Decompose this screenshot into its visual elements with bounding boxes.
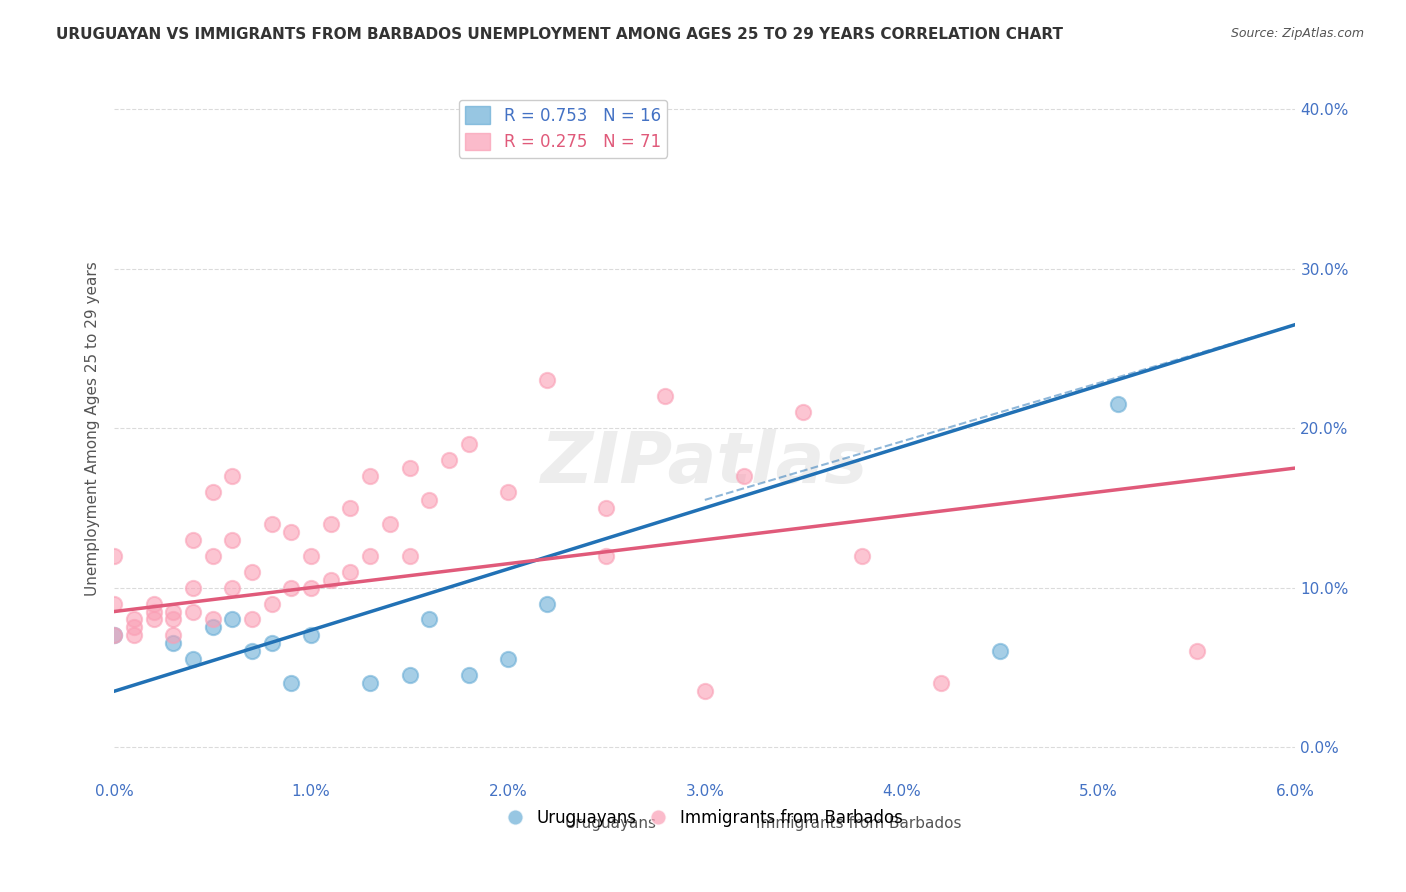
Point (1185, 644, 1208, 658)
Point (280, 581, 302, 595)
Point (595, 549, 617, 563)
Text: Uruguayans: Uruguayans (564, 816, 657, 831)
Legend: Uruguayans, Immigrants from Barbados: Uruguayans, Immigrants from Barbados (501, 803, 910, 834)
Text: ZIPatlas: ZIPatlas (541, 429, 869, 498)
Text: Source: ZipAtlas.com: Source: ZipAtlas.com (1230, 27, 1364, 40)
Point (339, 500, 361, 515)
Point (221, 469, 243, 483)
Point (693, 684, 716, 698)
Point (496, 485, 519, 500)
Point (103, 597, 125, 611)
Point (733, 469, 755, 483)
Point (181, 533, 204, 547)
Point (260, 516, 283, 531)
Point (398, 668, 420, 682)
Point (398, 461, 420, 475)
Point (221, 612, 243, 626)
Point (654, 389, 676, 403)
Point (260, 636, 283, 650)
Point (201, 612, 224, 626)
Point (319, 516, 342, 531)
Point (595, 500, 617, 515)
Point (792, 405, 814, 419)
Point (418, 612, 440, 626)
Point (240, 644, 263, 658)
Point (418, 492, 440, 507)
Point (299, 581, 322, 595)
Point (181, 605, 204, 619)
Point (319, 573, 342, 587)
Point (536, 373, 558, 387)
Point (103, 549, 125, 563)
Point (201, 620, 224, 634)
Point (299, 628, 322, 642)
Point (181, 581, 204, 595)
Point (201, 485, 224, 500)
Point (929, 676, 952, 690)
Point (103, 628, 125, 642)
Point (457, 437, 479, 451)
Point (457, 668, 479, 682)
Point (496, 652, 519, 666)
Point (378, 516, 401, 531)
Point (103, 628, 125, 642)
Point (201, 549, 224, 563)
Point (240, 565, 263, 579)
Text: Immigrants from Barbados: Immigrants from Barbados (755, 816, 962, 831)
Point (122, 620, 145, 634)
Point (122, 628, 145, 642)
Point (339, 565, 361, 579)
Point (398, 549, 420, 563)
Point (536, 597, 558, 611)
Point (359, 469, 381, 483)
Point (359, 549, 381, 563)
Point (181, 652, 204, 666)
Point (260, 597, 283, 611)
Point (359, 676, 381, 690)
Point (162, 605, 184, 619)
Point (221, 533, 243, 547)
Point (162, 612, 184, 626)
Point (240, 612, 263, 626)
Point (162, 628, 184, 642)
Point (280, 676, 302, 690)
Point (142, 605, 165, 619)
Point (280, 524, 302, 539)
Point (122, 612, 145, 626)
Point (162, 636, 184, 650)
Point (142, 597, 165, 611)
Point (1107, 397, 1129, 411)
Point (142, 612, 165, 626)
Y-axis label: Unemployment Among Ages 25 to 29 years: Unemployment Among Ages 25 to 29 years (86, 260, 100, 596)
Point (988, 644, 1011, 658)
Point (299, 549, 322, 563)
Point (437, 453, 460, 467)
Point (221, 581, 243, 595)
Text: URUGUAYAN VS IMMIGRANTS FROM BARBADOS UNEMPLOYMENT AMONG AGES 25 TO 29 YEARS COR: URUGUAYAN VS IMMIGRANTS FROM BARBADOS UN… (56, 27, 1063, 42)
Point (851, 549, 873, 563)
